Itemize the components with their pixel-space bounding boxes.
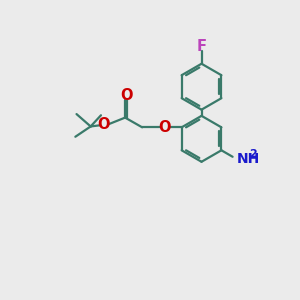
Text: F: F bbox=[196, 39, 206, 54]
Text: O: O bbox=[98, 117, 110, 132]
Text: 2: 2 bbox=[249, 149, 257, 159]
Text: NH: NH bbox=[237, 152, 260, 166]
Text: O: O bbox=[158, 120, 170, 135]
Text: O: O bbox=[120, 88, 133, 103]
